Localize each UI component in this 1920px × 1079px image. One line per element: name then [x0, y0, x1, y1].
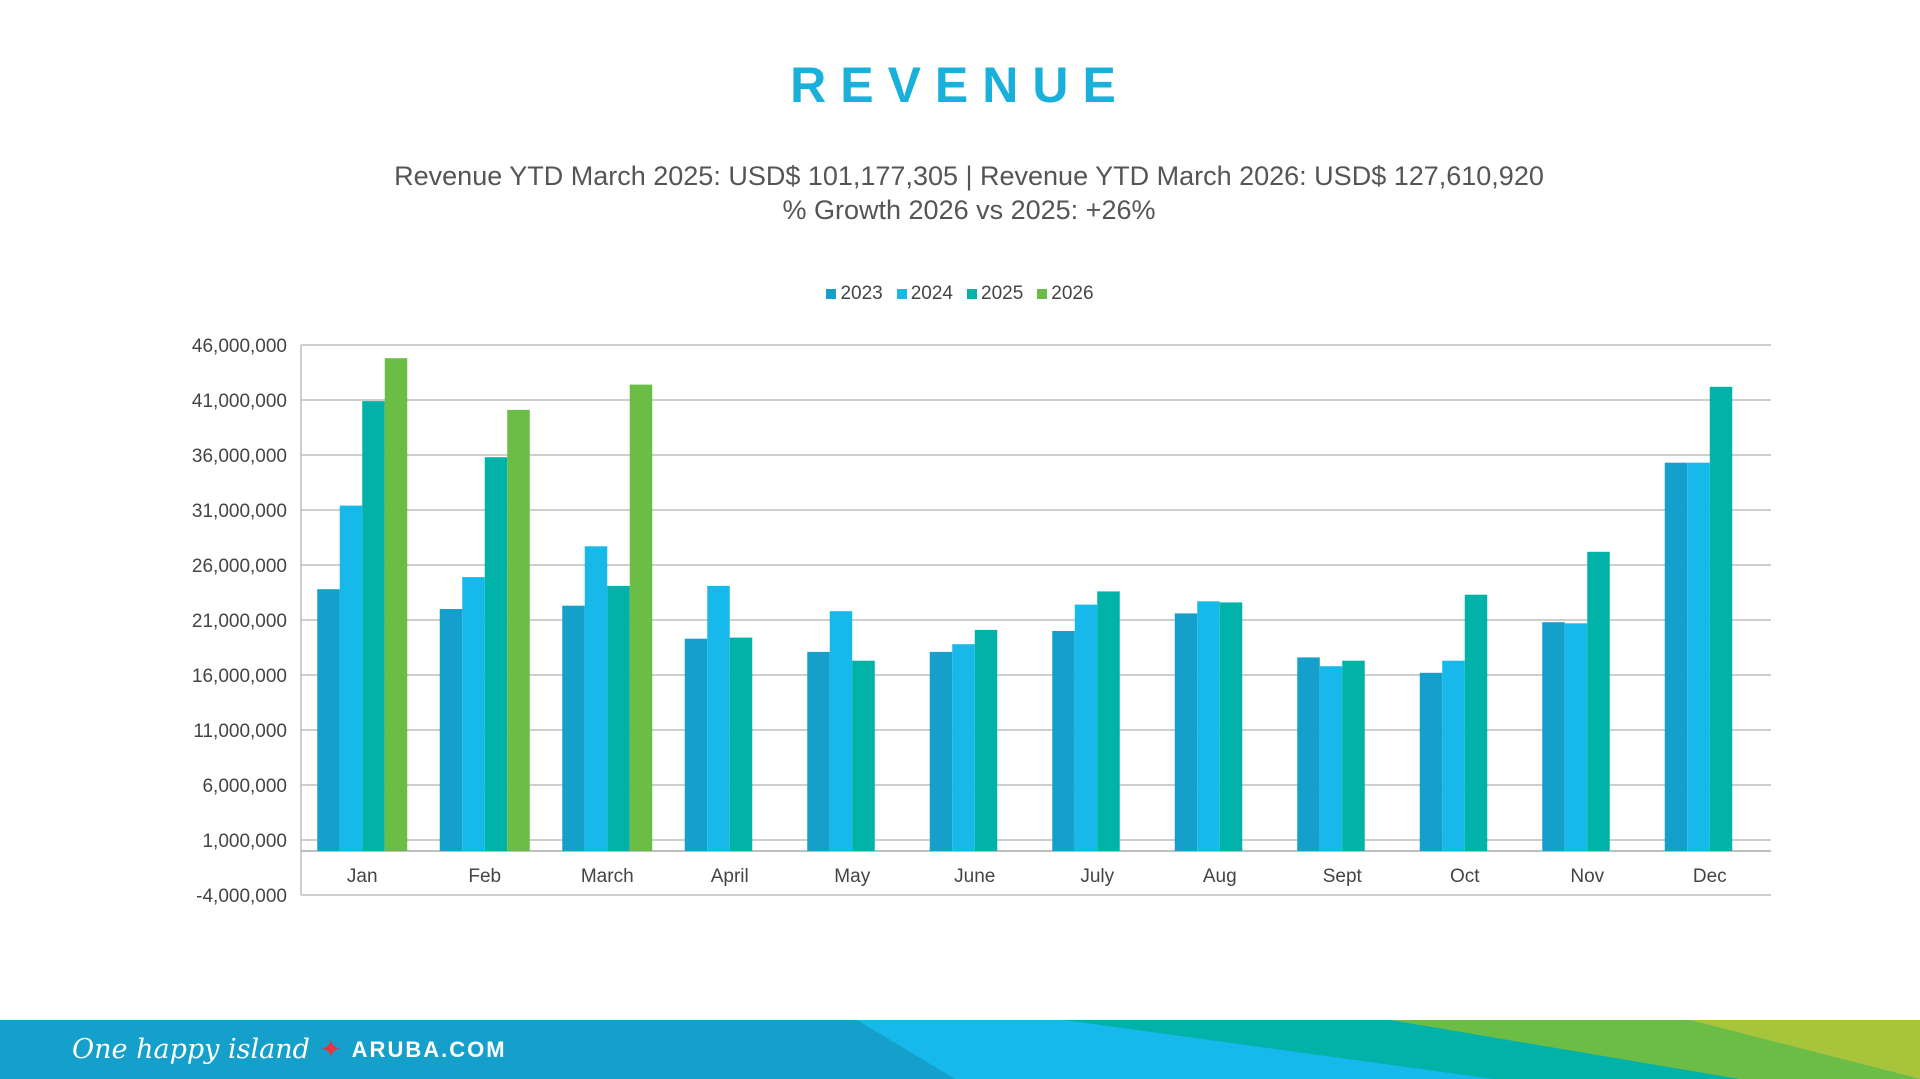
bar-2023-Jan	[317, 589, 340, 851]
bar-2025-July	[1097, 591, 1120, 851]
footer-brand: One happy island ✦ ARUBA.COM	[72, 1020, 507, 1079]
footer-tagline-logo: One happy island	[72, 1034, 310, 1065]
x-tick-label: Jan	[347, 866, 378, 887]
legend-label: 2026	[1051, 283, 1094, 304]
footer-stripes	[0, 1020, 1920, 1079]
bar-2023-Oct	[1419, 672, 1443, 851]
legend-label: 2023	[840, 283, 883, 304]
y-tick-label: 26,000,000	[192, 556, 287, 577]
y-tick-label: 41,000,000	[192, 391, 287, 412]
bar-2026-Jan	[384, 358, 408, 851]
bar-2023-April	[684, 638, 708, 851]
y-tick-label: 1,000,000	[202, 831, 287, 852]
bar-2025-Sept	[1342, 660, 1365, 851]
bar-2025-March	[607, 585, 630, 851]
y-tick-label: 16,000,000	[192, 666, 287, 687]
bar-2023-May	[807, 651, 830, 851]
x-tick-label: Feb	[468, 866, 501, 887]
bar-2023-July	[1052, 631, 1075, 851]
bar-2026-Feb	[507, 409, 530, 851]
bar-2023-Dec	[1664, 462, 1688, 851]
chart-title: REVENUE	[790, 57, 1130, 113]
legend: 2023 2024 2025 2026	[0, 283, 1920, 305]
bar-2025-Jan	[362, 401, 385, 851]
footer-site-link[interactable]: ARUBA.COM	[351, 1036, 507, 1062]
bar-2024-June	[952, 644, 975, 851]
legend-item-2024: 2024	[896, 283, 953, 305]
bar-2025-April	[729, 637, 753, 851]
bar-2024-Nov	[1564, 623, 1588, 851]
bar-2025-May	[852, 660, 875, 851]
bar-2025-Aug	[1219, 602, 1243, 851]
x-tick-label: Oct	[1450, 866, 1480, 887]
bar-2024-Feb	[462, 577, 485, 851]
revenue-bar-chart: 46,000,000 41,000,000 36,000,000 31,000,000…	[192, 336, 1771, 907]
bar-2023-June	[929, 651, 953, 851]
x-tick-label: Aug	[1203, 866, 1237, 887]
x-tick-label: March	[581, 866, 634, 887]
x-tick-label: May	[834, 866, 870, 887]
bar-2024-May	[829, 611, 853, 851]
bar-2025-Dec	[1709, 386, 1733, 851]
legend-item-2026: 2026	[1037, 283, 1094, 305]
bar-2024-Oct	[1442, 660, 1465, 851]
legend-item-2025: 2025	[967, 283, 1023, 305]
legend-swatch	[896, 289, 907, 299]
y-tick-label: 11,000,000	[193, 721, 287, 742]
y-tick-label: 36,000,000	[192, 446, 287, 467]
x-tick-label: Nov	[1570, 866, 1604, 887]
y-tick-label: 21,000,000	[192, 611, 287, 632]
x-tick-label: Dec	[1693, 866, 1727, 887]
legend-swatch	[826, 289, 837, 299]
legend-swatch	[1037, 289, 1048, 299]
x-tick-label: July	[1080, 866, 1114, 887]
y-tick-label: 46,000,000	[192, 336, 287, 357]
bar-2023-Sept	[1297, 657, 1320, 851]
bar-2024-July	[1074, 604, 1098, 851]
subtitle-ytd: Revenue YTD March 2025: USD$ 101,177,305…	[394, 161, 1544, 191]
bar-2024-Sept	[1319, 666, 1343, 851]
legend-item-2023: 2023	[826, 283, 883, 305]
subtitle-growth: % Growth 2026 vs 2025: +26%	[782, 195, 1156, 225]
star-icon: ✦	[319, 1034, 342, 1064]
bar-2023-March	[562, 605, 585, 851]
bar-2026-March	[629, 384, 653, 851]
bar-2023-Aug	[1174, 613, 1198, 851]
x-tick-label: June	[954, 866, 995, 887]
legend-label: 2025	[981, 283, 1024, 304]
bar-2023-Nov	[1542, 622, 1565, 851]
y-tick-label: 6,000,000	[202, 776, 287, 797]
bar-2024-April	[707, 585, 730, 851]
y-tick-label: -4,000,000	[196, 886, 287, 907]
bar-2025-Feb	[484, 457, 508, 851]
bar-2025-June	[974, 629, 998, 851]
x-tick-label: Sept	[1323, 866, 1363, 887]
legend-swatch	[967, 289, 977, 299]
bar-2025-Oct	[1464, 594, 1488, 851]
x-tick-label: April	[711, 866, 749, 887]
legend-label: 2024	[910, 283, 953, 304]
y-tick-label: 31,000,000	[192, 501, 287, 522]
bar-2024-Jan	[339, 505, 363, 851]
bar-2024-Dec	[1687, 462, 1710, 851]
bar-2023-Feb	[439, 609, 463, 851]
bar-2024-Aug	[1197, 601, 1220, 851]
bar-2025-Nov	[1587, 551, 1610, 851]
bar-2024-March	[584, 546, 608, 851]
